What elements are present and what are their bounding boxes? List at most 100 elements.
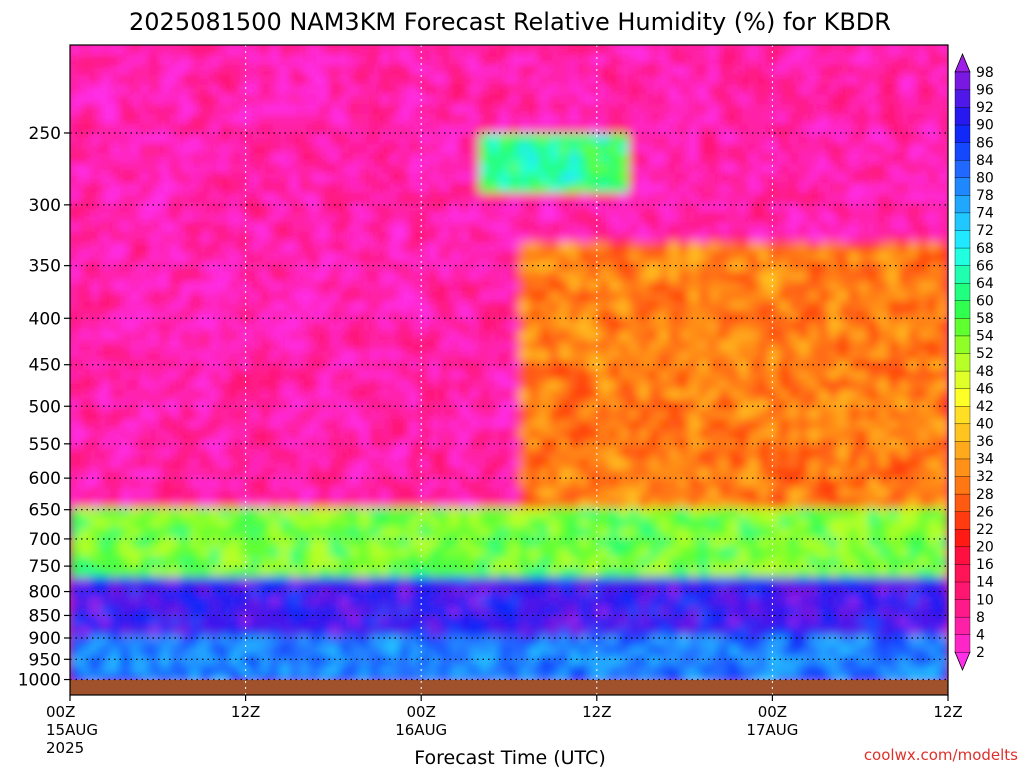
field-cell: [528, 212, 540, 224]
field-cell: [638, 84, 650, 96]
field-cell: [718, 232, 730, 243]
field-cell: [159, 547, 171, 558]
field-cell: [788, 212, 800, 224]
field-cell: [159, 291, 171, 302]
field-cell: [898, 54, 909, 66]
field-cell: [299, 498, 311, 509]
field-cell: [818, 74, 830, 86]
field-cell: [139, 133, 151, 145]
field-cell: [868, 507, 879, 519]
field-cell: [319, 173, 331, 184]
field-cell: [588, 350, 600, 361]
field-cell: [279, 281, 291, 293]
field-cell: [509, 429, 520, 440]
field-cell: [219, 113, 231, 125]
field-cell: [548, 84, 560, 96]
field-cell: [598, 94, 610, 105]
field-cell: [668, 54, 680, 66]
field-cell: [279, 537, 291, 549]
field-cell: [279, 84, 291, 96]
field-cell: [698, 291, 710, 302]
field-cell: [189, 241, 201, 253]
field-cell: [329, 389, 341, 401]
field-cell: [578, 537, 590, 549]
field-cell: [409, 419, 421, 430]
field-cell: [359, 370, 371, 381]
field-cell: [528, 54, 540, 66]
field-cell: [79, 429, 91, 440]
field-cell: [399, 64, 411, 76]
field-cell: [119, 182, 131, 194]
field-cell: [918, 153, 929, 164]
field-cell: [728, 557, 740, 568]
field-cell: [379, 123, 391, 135]
field-cell: [568, 123, 580, 135]
field-cell: [179, 64, 191, 76]
field-cell: [828, 517, 840, 529]
field-cell: [319, 261, 331, 273]
field-cell: [578, 74, 590, 86]
field-cell: [449, 340, 460, 352]
field-cell: [219, 350, 231, 361]
field-cell: [708, 173, 720, 184]
field-cell: [768, 429, 780, 440]
field-cell: [538, 104, 550, 115]
field-cell: [518, 45, 530, 56]
field-cell: [479, 84, 490, 96]
field-cell: [838, 232, 850, 243]
field-cell: [459, 320, 470, 332]
field-cell: [359, 153, 371, 164]
field-cell: [449, 320, 460, 332]
field-cell: [169, 350, 181, 361]
field-cell: [169, 64, 181, 76]
field-cell: [938, 576, 948, 588]
field-cell: [439, 310, 450, 322]
field-cell: [79, 84, 91, 96]
field-cell: [608, 596, 620, 608]
field-cell: [608, 537, 620, 549]
field-cell: [778, 330, 790, 342]
field-cell: [688, 133, 700, 145]
field-cell: [868, 222, 879, 233]
field-cell: [648, 113, 660, 125]
field-cell: [868, 340, 879, 352]
field-cell: [738, 557, 750, 568]
field-cell: [788, 251, 800, 263]
field-cell: [798, 281, 810, 293]
field-cell: [628, 202, 640, 214]
field-cell: [369, 527, 381, 539]
field-cell: [898, 281, 909, 293]
field-cell: [279, 222, 291, 233]
field-cell: [608, 586, 620, 598]
field-cell: [319, 379, 331, 391]
field-cell: [748, 222, 760, 233]
field-cell: [718, 173, 730, 184]
field-cell: [718, 222, 730, 233]
field-cell: [459, 173, 470, 184]
field-cell: [828, 498, 840, 509]
field-cell: [259, 498, 271, 509]
field-cell: [588, 241, 600, 253]
field-cell: [79, 517, 91, 529]
field-cell: [209, 478, 221, 489]
field-cell: [79, 507, 91, 519]
field-cell: [658, 84, 670, 96]
field-cell: [548, 54, 560, 66]
field-cell: [299, 113, 311, 125]
field-cell: [169, 310, 181, 322]
field-cell: [329, 468, 341, 480]
field-cell: [449, 537, 460, 549]
field-cell: [89, 113, 101, 125]
field-cell: [868, 182, 879, 194]
field-cell: [618, 488, 630, 499]
field-cell: [708, 370, 720, 381]
field-cell: [858, 153, 869, 164]
field-cell: [149, 192, 161, 204]
field-cell: [518, 596, 530, 608]
field-cell: [578, 507, 590, 519]
field-cell: [608, 458, 620, 470]
field-cell: [938, 360, 948, 371]
field-cell: [888, 84, 899, 96]
field-cell: [568, 251, 580, 263]
field-cell: [249, 74, 261, 86]
